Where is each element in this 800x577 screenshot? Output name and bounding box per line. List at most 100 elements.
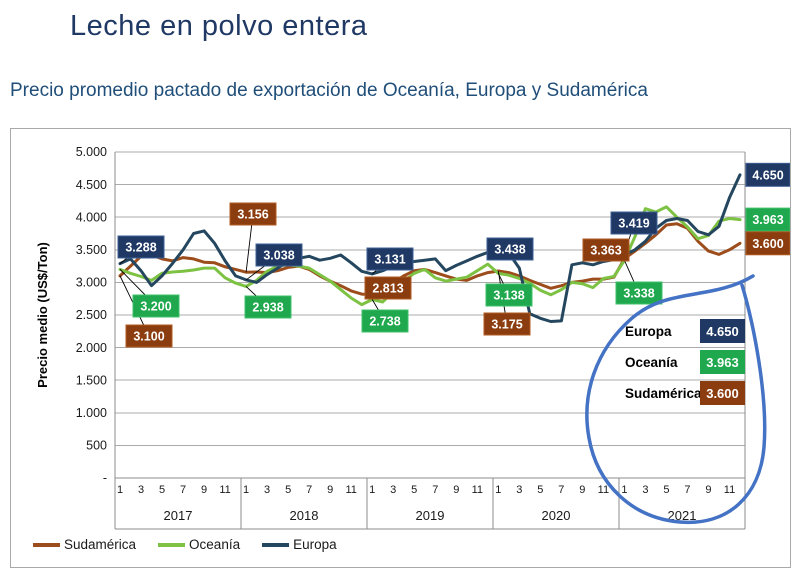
callout-label-sudamerica: Sudamérica	[625, 386, 702, 401]
month-tick-label: 5	[537, 484, 543, 496]
data-label-box-europa	[610, 211, 658, 235]
end-value-box-sudamerica	[745, 231, 790, 256]
price-chart: - 500 1.000 1.500 2.000 2.500 3.000 3.500 4.000 4…	[35, 145, 790, 530]
data-label-box-oceania	[361, 309, 409, 333]
callout-value: 3.600	[706, 386, 739, 401]
year-label: 2017	[164, 508, 193, 523]
callout-value-box-europa	[700, 319, 745, 343]
legend-item-europa: Europa	[262, 537, 337, 552]
callout-label-europa: Europa	[625, 324, 672, 339]
end-value-box-oceania	[745, 207, 790, 232]
y-tick-labels: - 500 1.000 1.500 2.000 2.500 3.000 3.500 4.000 4…	[76, 145, 107, 485]
month-tick-label: 11	[219, 484, 230, 496]
data-label-value: 3.363	[590, 244, 621, 258]
month-tick-label: 7	[558, 484, 564, 496]
month-tick-label: 5	[285, 484, 291, 496]
data-label-value: 2.938	[252, 301, 283, 315]
data-label-box-europa	[486, 237, 534, 261]
data-label-box-sudamerica	[125, 324, 173, 348]
year-label: 2019	[416, 508, 445, 523]
end-value-label: 4.650	[752, 168, 783, 182]
europa-line-swatch	[262, 542, 290, 547]
data-label-value: 3.438	[494, 243, 525, 257]
data-label-value: 3.200	[140, 300, 171, 314]
month-tick-label: 3	[264, 484, 270, 496]
data-label-value: 2.813	[372, 282, 403, 296]
callout-value-box-oceania	[700, 350, 745, 374]
month-tick-label: 7	[180, 484, 186, 496]
data-label-value: 3.131	[374, 253, 405, 267]
month-tick-label: 5	[411, 484, 417, 496]
month-tick-label: 3	[390, 484, 396, 496]
data-label-box-sudamerica	[483, 312, 531, 336]
data-label-box-sudamerica	[364, 276, 412, 300]
legend-item-oceania: Oceanía	[158, 537, 240, 552]
month-tick-label: 7	[306, 484, 312, 496]
end-value-box-europa	[745, 162, 790, 187]
data-label-box-sudamerica	[582, 238, 630, 262]
page-title: Leche en polvo entera	[70, 10, 368, 42]
y-tick-label: 1.000	[76, 406, 107, 420]
year-label: 2018	[290, 508, 319, 523]
month-tick-label: 3	[138, 484, 144, 496]
data-label-box-oceania	[244, 295, 292, 319]
legend-label: Europa	[293, 537, 337, 552]
y-tick-label: 4.000	[76, 210, 107, 224]
year-label: 2020	[542, 508, 571, 523]
chart-subtitle: Precio promedio pactado de exportación d…	[10, 80, 648, 101]
month-tick-label: 1	[621, 484, 627, 496]
callout-values: Europa 4.650 Oceanía 3.963 Sudamérica 3.600	[625, 319, 745, 405]
data-label-value: 3.175	[491, 318, 522, 332]
month-tick-label: 11	[345, 484, 356, 496]
y-tick-label: -	[103, 471, 107, 485]
data-label-value: 2.738	[369, 315, 400, 329]
chart-legend: Sudamérica Oceanía Europa	[33, 537, 337, 552]
y-tick-label: 1.500	[76, 373, 107, 387]
data-label-box-oceania	[615, 281, 663, 305]
callout-value: 3.963	[706, 355, 739, 370]
y-tick-label: 3.000	[76, 276, 107, 290]
legend-label: Oceanía	[189, 537, 241, 552]
month-tick-label: 1	[495, 484, 501, 496]
data-label-box-oceania	[132, 294, 180, 318]
y-tick-label: 2.000	[76, 341, 107, 355]
month-tick-label: 9	[705, 484, 711, 496]
data-label-box-oceania	[485, 283, 533, 307]
data-label-box-europa	[366, 247, 414, 271]
y-axis-title: Precio medio (US$/Ton)	[35, 242, 50, 388]
data-label-value: 3.338	[623, 287, 654, 301]
y-tick-label: 5.000	[76, 145, 107, 159]
month-tick-label: 11	[598, 484, 609, 496]
data-label-value: 3.100	[133, 330, 164, 344]
chart-frame: - 500 1.000 1.500 2.000 2.500 3.000 3.500 4.000 4…	[10, 128, 791, 568]
data-label-boxes: 3.288 3.200 3.100 3.156 3.038 2.938 3.131 2.813…	[117, 202, 663, 348]
end-value-boxes: 4.650 3.963 3.600	[745, 162, 790, 256]
month-tick-label: 1	[243, 484, 249, 496]
end-value-label: 3.963	[752, 213, 783, 227]
y-tick-label: 3.500	[76, 243, 107, 257]
month-tick-label: 5	[663, 484, 669, 496]
month-tick-label: 1	[117, 484, 123, 496]
oceania-line-swatch	[158, 542, 186, 547]
year-label: 2021	[668, 508, 697, 523]
month-tick-label: 9	[453, 484, 459, 496]
month-tick-label: 7	[432, 484, 438, 496]
data-label-value: 3.419	[618, 217, 649, 231]
y-tick-label: 4.500	[76, 178, 107, 192]
data-label-box-europa	[255, 243, 303, 267]
x-axis	[114, 152, 746, 530]
data-label-box-europa	[117, 235, 165, 259]
month-tick-label: 9	[201, 484, 207, 496]
month-tick-label: 11	[472, 484, 483, 496]
sudamerica-line-swatch	[33, 542, 60, 547]
y-tick-label: 500	[86, 439, 107, 453]
end-value-label: 3.600	[752, 237, 783, 251]
callout-value: 4.650	[706, 324, 739, 339]
callout-value-box-sudamerica	[700, 381, 745, 405]
month-tick-label: 5	[159, 484, 165, 496]
month-tick-label: 9	[327, 484, 333, 496]
legend-label: Sudamérica	[64, 537, 137, 552]
callout-label-oceania: Oceanía	[625, 355, 678, 370]
y-tick-label: 2.500	[76, 308, 107, 322]
